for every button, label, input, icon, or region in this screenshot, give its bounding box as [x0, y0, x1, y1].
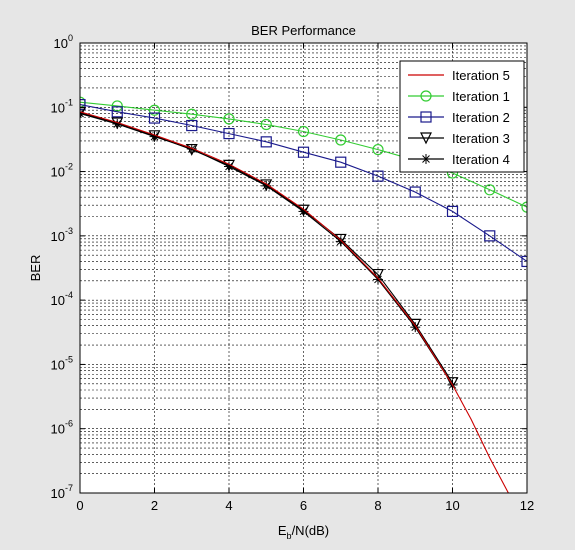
- marker-square: [446, 205, 459, 218]
- marker-star-stroke: [411, 323, 420, 332]
- x-axis-label: Eb/N(dB): [278, 523, 329, 541]
- x-tick-label: 6: [300, 498, 307, 513]
- y-tick-label: 10-5: [51, 354, 73, 372]
- marker-star-stroke: [150, 132, 159, 141]
- x-axis-label-rest: /N(dB): [292, 523, 330, 538]
- marker-circle: [521, 201, 527, 213]
- marker-circle: [260, 118, 272, 131]
- marker-square: [335, 156, 347, 168]
- x-tick-label: 2: [151, 498, 158, 513]
- marker-circle: [148, 104, 161, 116]
- marker-star-stroke: [299, 207, 308, 216]
- marker-star-stroke: [113, 120, 122, 128]
- x-axis-label-main: E: [278, 523, 287, 538]
- series-iteration-5: [80, 111, 509, 493]
- y-tick-label: 10-1: [51, 97, 73, 115]
- marker-circle: [111, 100, 123, 112]
- series-layer: [80, 96, 527, 493]
- legend-label: Iteration 2: [452, 110, 510, 125]
- marker-star-stroke: [225, 162, 233, 171]
- x-tick-label: 10: [445, 498, 459, 513]
- marker-star-stroke: [374, 275, 382, 284]
- legend-entry: Iteration 4: [408, 152, 510, 167]
- x-tick-label: 12: [520, 498, 534, 513]
- marker-star: [421, 154, 431, 164]
- series-iteration-4: [80, 108, 458, 390]
- legend-entry: Iteration 2: [408, 110, 510, 125]
- chart-title: BER Performance: [251, 23, 356, 38]
- marker-star: [335, 236, 346, 247]
- y-tick-label: 10-6: [51, 419, 73, 437]
- marker-square: [420, 111, 432, 123]
- legend-entry: Iteration 5: [408, 68, 510, 83]
- y-tick-label: 100: [54, 33, 73, 51]
- y-tick-label: 10-4: [51, 290, 73, 308]
- axis-ticks: 0 2 4 6 8 10 12 100 10-1 10-2 10-3 10-4 10-5 10-6 10-7: [51, 33, 535, 513]
- marker-circle: [186, 108, 198, 120]
- marker-star-stroke: [336, 237, 345, 246]
- marker-triangle: [420, 132, 432, 145]
- marker-square: [484, 230, 496, 242]
- x-tick-label: 4: [225, 498, 232, 513]
- marker-square: [186, 119, 198, 132]
- marker-square: [111, 106, 123, 118]
- y-tick-label: 10-3: [51, 226, 73, 244]
- marker-star-stroke: [80, 112, 84, 118]
- x-tick-label: 8: [374, 498, 381, 513]
- marker-star-stroke: [80, 109, 84, 115]
- marker-square: [223, 127, 235, 140]
- marker-star-stroke: [187, 145, 196, 153]
- marker-circle: [297, 125, 310, 138]
- marker-square: [372, 170, 384, 182]
- legend-label: Iteration 4: [452, 152, 510, 167]
- legend-entry: Iteration 1: [408, 89, 510, 104]
- marker-circle: [335, 134, 347, 146]
- legend-label: Iteration 3: [452, 131, 510, 146]
- series-iteration-2: [80, 99, 527, 268]
- marker-square: [148, 112, 161, 124]
- marker-star: [186, 143, 197, 154]
- marker-square: [521, 255, 527, 268]
- marker-square: [297, 146, 310, 158]
- series-line-iteration-5: [80, 111, 509, 493]
- y-tick-label: 10-7: [51, 483, 73, 501]
- marker-star-stroke: [422, 155, 430, 163]
- x-tick-label: 0: [76, 498, 83, 513]
- legend: Iteration 5 Iteration 1 Iteration 2 Iterati…: [399, 60, 525, 173]
- marker-star-stroke: [262, 181, 271, 190]
- marker-circle: [223, 113, 235, 125]
- y-tick-label: 10-2: [51, 162, 73, 180]
- marker-star: [80, 108, 85, 119]
- series-line-iteration-2: [80, 104, 527, 262]
- legend-label: Iteration 5: [452, 68, 510, 83]
- x-axis-label-subscript: b: [287, 531, 292, 541]
- marker-square: [260, 136, 272, 148]
- legend-entry: Iteration 3: [408, 131, 510, 146]
- marker-star: [373, 274, 383, 285]
- marker-square: [80, 99, 86, 111]
- marker-triangle: [372, 268, 384, 281]
- marker-circle: [484, 184, 496, 196]
- marker-square: [409, 186, 421, 198]
- y-axis-label: BER: [28, 255, 43, 282]
- series-line-iteration-1: [80, 101, 527, 208]
- marker-circle: [372, 143, 384, 156]
- marker-circle: [420, 90, 432, 102]
- legend-label: Iteration 1: [452, 89, 510, 104]
